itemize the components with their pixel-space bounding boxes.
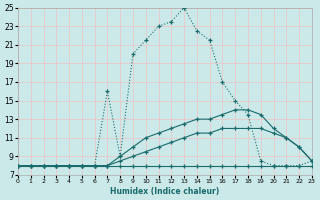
X-axis label: Humidex (Indice chaleur): Humidex (Indice chaleur)	[110, 187, 220, 196]
